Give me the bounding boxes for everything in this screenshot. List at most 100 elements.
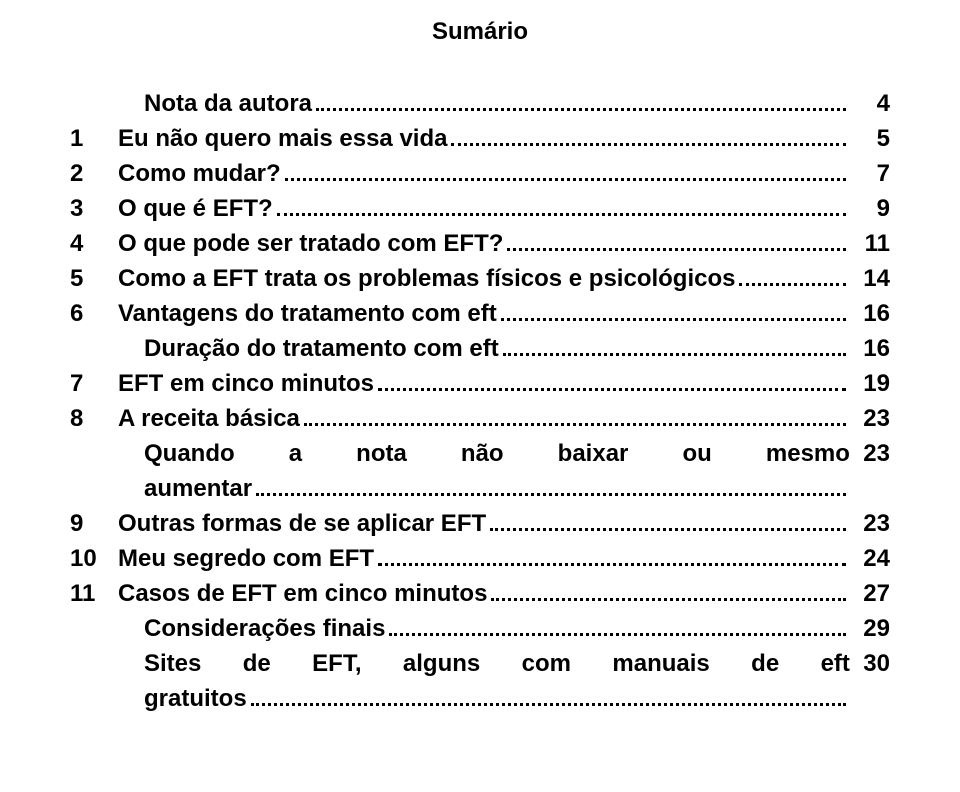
toc-entry: 2Como mudar? 7 [70,162,890,186]
toc-leader [256,493,846,496]
toc-entry-page: 9 [850,197,890,221]
toc-entry-text: Como a EFT trata os problemas físicos e … [118,267,850,291]
toc-entry-page: 7 [850,162,890,186]
toc-entry-label: Eu não quero mais essa vida [118,127,447,151]
toc-entry-page: 24 [850,547,890,571]
toc-word: de [751,652,779,676]
toc-entry: 9Outras formas de se aplicar EFT23 [70,512,890,536]
toc-word: manuais [612,652,709,676]
toc-word: Quando [144,442,235,466]
toc-entry-label: EFT em cinco minutos [118,372,374,396]
toc-entry: 4O que pode ser tratado com EFT? 11 [70,232,890,256]
toc-entry-text: Duração do tratamento com eft [118,337,850,361]
toc-entry-text: Casos de EFT em cinco minutos [118,582,850,606]
toc-entry-number: 3 [70,197,118,221]
toc-word: Sites [144,652,201,676]
toc-entry-label: Como a EFT trata os problemas físicos e … [118,267,735,291]
toc-entry-page: 16 [850,337,890,361]
toc-entry-text: O que é EFT? [118,197,850,221]
toc-entry-text: Vantagens do tratamento com eft [118,302,850,326]
toc-word: não [461,442,504,466]
toc-entry-number: 1 [70,127,118,151]
toc-entry-number: 4 [70,232,118,256]
toc-leader [501,318,846,321]
toc-entry-label: Considerações finais [144,617,385,641]
toc-leader [378,388,846,391]
toc-entry-text: SitesdeEFT,algunscommanuaisdeeft [118,652,850,676]
toc-entry-page: 27 [850,582,890,606]
toc-entry-label: Nota da autora [144,92,312,116]
toc-entry: 5Como a EFT trata os problemas físicos e… [70,267,890,291]
toc-entry-number: 6 [70,302,118,326]
toc-word: alguns [403,652,480,676]
toc-entry: Considerações finais 29 [70,617,890,641]
toc-entry: 8A receita básica 23 [70,407,890,431]
toc-entry-label: Outras formas de se aplicar EFT [118,512,486,536]
toc-entry-label: Como mudar? [118,162,281,186]
toc-entry-number: 9 [70,512,118,536]
toc-entry-label: SitesdeEFT,algunscommanuaisdeeft [144,652,850,676]
toc-word: a [289,442,302,466]
toc-entry-text: Como mudar? [118,162,850,186]
toc-entry-page: 16 [850,302,890,326]
toc-entry: gratuitos [70,687,890,711]
toc-entry-text: EFT em cinco minutos [118,372,850,396]
toc-word: mesmo [766,442,850,466]
toc-entry: Quandoanotanãobaixaroumesmo23 [70,442,890,466]
toc-entry-label: O que é EFT? [118,197,273,221]
toc-entry-text: Eu não quero mais essa vida [118,127,850,151]
toc-entry-label: A receita básica [118,407,300,431]
toc-entry-label: O que pode ser tratado com EFT? [118,232,503,256]
toc-word: ou [682,442,711,466]
toc-leader [251,703,846,706]
toc-entry: 10Meu segredo com EFT 24 [70,547,890,571]
toc-list: Nota da autora 4 1Eu não quero mais essa v… [70,92,890,711]
toc-entry-number: 10 [70,547,118,571]
toc-entry-page: 4 [850,92,890,116]
toc-entry-text: gratuitos [118,687,850,711]
toc-leader [491,598,846,601]
toc-title: Sumário [70,20,890,44]
toc-entry-page: 23 [850,407,890,431]
toc-entry-number: 2 [70,162,118,186]
toc-entry-text: Meu segredo com EFT [118,547,850,571]
toc-leader [739,283,846,286]
toc-entry: 7EFT em cinco minutos 19 [70,372,890,396]
toc-entry-label: Meu segredo com EFT [118,547,374,571]
toc-entry: Nota da autora 4 [70,92,890,116]
toc-leader [378,563,846,566]
toc-entry-number: 8 [70,407,118,431]
toc-leader [304,423,846,426]
toc-entry-text: A receita básica [118,407,850,431]
toc-entry-page: 5 [850,127,890,151]
toc-leader [490,528,846,531]
toc-entry-label: Vantagens do tratamento com eft [118,302,497,326]
toc-word: com [522,652,571,676]
toc-entry-page: 19 [850,372,890,396]
toc-entry: SitesdeEFT,algunscommanuaisdeeft30 [70,652,890,676]
toc-entry: 11Casos de EFT em cinco minutos27 [70,582,890,606]
toc-entry: 1Eu não quero mais essa vida 5 [70,127,890,151]
toc-entry-text: Nota da autora [118,92,850,116]
toc-entry: Duração do tratamento com eft 16 [70,337,890,361]
toc-entry-text: Outras formas de se aplicar EFT [118,512,850,536]
toc-leader [451,143,846,146]
toc-leader [316,108,846,111]
toc-entry-label: Duração do tratamento com eft [144,337,499,361]
toc-entry-label: gratuitos [144,687,247,711]
toc-entry: aumentar [70,477,890,501]
toc-word: nota [356,442,407,466]
toc-word: EFT, [312,652,361,676]
toc-entry-number: 7 [70,372,118,396]
toc-entry-page: 11 [850,232,890,256]
toc-leader [389,633,846,636]
document-page: Sumário Nota da autora 4 1Eu não quero mai… [0,0,960,792]
toc-leader [277,213,846,216]
toc-entry: 3O que é EFT? 9 [70,197,890,221]
toc-word: de [243,652,271,676]
toc-entry-text: aumentar [118,477,850,501]
toc-entry-text: Quando a nota não baixar ou mesmo [118,442,850,466]
toc-entry-page: 29 [850,617,890,641]
toc-word: baixar [558,442,629,466]
toc-entry-page: 14 [850,267,890,291]
